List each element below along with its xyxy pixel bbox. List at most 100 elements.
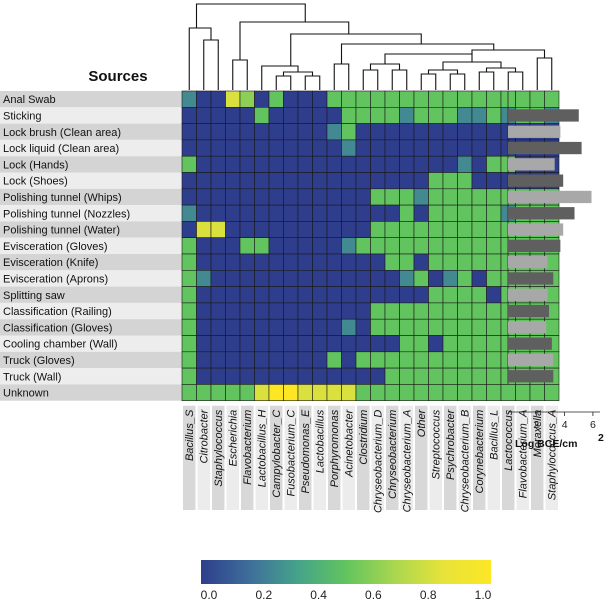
heatmap-cell bbox=[268, 221, 284, 238]
colorbar-tick-label: 0.0 bbox=[201, 588, 218, 600]
row-stripe bbox=[0, 107, 182, 124]
heatmap-cell bbox=[297, 318, 313, 336]
heatmap-cell bbox=[283, 302, 299, 320]
row-label: Lock brush (Clean area) bbox=[3, 127, 121, 139]
heatmap-cell bbox=[181, 384, 197, 401]
heatmap-cell bbox=[384, 172, 400, 190]
heatmap-cell bbox=[355, 269, 371, 287]
heatmap-cell bbox=[210, 172, 226, 190]
heatmap-cell bbox=[239, 90, 255, 108]
heatmap-cell bbox=[370, 286, 386, 304]
heatmap-cell bbox=[399, 351, 415, 369]
heatmap-cell bbox=[486, 139, 502, 157]
heatmap-cell bbox=[181, 286, 197, 304]
heatmap-cell bbox=[181, 221, 197, 238]
column-stripe bbox=[183, 405, 196, 510]
bar-x-tick-label: 6 bbox=[590, 419, 596, 431]
heatmap-cell bbox=[471, 384, 487, 401]
heatmap-cell bbox=[312, 302, 328, 320]
heatmap-cell bbox=[384, 237, 400, 255]
heatmap-cell bbox=[341, 155, 357, 173]
row-label: Polishing tunnel (Water) bbox=[3, 225, 120, 237]
heatmap-cell bbox=[239, 123, 255, 141]
column-label: Staphylococcus_A bbox=[547, 410, 559, 501]
heatmap-cell bbox=[225, 107, 241, 124]
heatmap-cell bbox=[355, 139, 371, 157]
heatmap-cell bbox=[326, 155, 342, 173]
heatmap-cell bbox=[413, 172, 429, 190]
heatmap-cell bbox=[442, 253, 458, 271]
dendrogram-branch bbox=[275, 75, 292, 90]
heatmap-cell bbox=[442, 221, 458, 238]
bar-x-axis-label-superscript: 2 bbox=[598, 432, 604, 444]
row-label: Unknown bbox=[3, 388, 49, 400]
bar bbox=[508, 174, 564, 187]
heatmap-cell bbox=[428, 302, 444, 320]
heatmap-cell bbox=[181, 155, 197, 173]
column-stripe bbox=[342, 405, 355, 510]
heatmap-cell bbox=[268, 269, 284, 287]
heatmap-cell bbox=[326, 107, 342, 124]
column-label: Chryseobacterium bbox=[387, 410, 399, 499]
heatmap-cell bbox=[428, 351, 444, 369]
heatmap-cell bbox=[413, 318, 429, 336]
heatmap-cell bbox=[428, 204, 444, 222]
heatmap-cell bbox=[442, 286, 458, 304]
heatmap-cell bbox=[225, 286, 241, 304]
heatmap-cell bbox=[254, 237, 270, 255]
heatmap-cell bbox=[326, 286, 342, 304]
heatmap-cell bbox=[341, 188, 357, 206]
bar bbox=[508, 223, 564, 236]
column-label: Bacillus_S bbox=[184, 409, 196, 461]
heatmap-cell bbox=[196, 155, 212, 173]
heatmap-cell bbox=[457, 155, 473, 173]
heatmap-cell bbox=[413, 123, 429, 141]
heatmap-cell bbox=[312, 253, 328, 271]
column-stripe bbox=[429, 405, 442, 510]
heatmap-cell bbox=[297, 302, 313, 320]
dendrogram-branch bbox=[485, 67, 517, 72]
heatmap-cell bbox=[312, 188, 328, 206]
heatmap-cell bbox=[239, 302, 255, 320]
heatmap-cell bbox=[471, 318, 487, 336]
heatmap-cell bbox=[297, 335, 313, 353]
heatmap-cell bbox=[210, 335, 226, 353]
heatmap-cell bbox=[457, 188, 473, 206]
heatmap-cell bbox=[181, 351, 197, 369]
heatmap-cell bbox=[442, 335, 458, 353]
heatmap-cell bbox=[384, 204, 400, 222]
heatmap-cell bbox=[283, 204, 299, 222]
row-label: Anal Swab bbox=[3, 94, 56, 106]
heatmap-cell bbox=[181, 335, 197, 353]
heatmap-cell bbox=[341, 253, 357, 271]
heatmap-cell bbox=[544, 384, 560, 401]
column-label: Staphylococcus bbox=[213, 409, 225, 487]
heatmap-cell bbox=[370, 367, 386, 385]
heatmap-cell bbox=[544, 90, 560, 108]
heatmap-cell bbox=[442, 155, 458, 173]
heatmap-cell bbox=[283, 188, 299, 206]
bar bbox=[508, 353, 554, 367]
heatmap-cell bbox=[457, 351, 473, 369]
heatmap-cell bbox=[254, 335, 270, 353]
heatmap-cell bbox=[196, 367, 212, 385]
heatmap-cell bbox=[486, 172, 502, 190]
row-label: Cooling chamber (Wall) bbox=[3, 339, 118, 351]
heatmap-cell bbox=[283, 107, 299, 124]
heatmap-cell bbox=[210, 351, 226, 369]
heatmap-cell bbox=[442, 204, 458, 222]
heatmap-cell bbox=[399, 253, 415, 271]
heatmap-cell bbox=[210, 318, 226, 336]
heatmap-cell bbox=[225, 302, 241, 320]
heatmap-cell bbox=[384, 107, 400, 124]
heatmap-cell bbox=[210, 123, 226, 141]
heatmap-cell bbox=[196, 237, 212, 255]
column-stripe bbox=[386, 405, 399, 510]
column-label: Other bbox=[416, 408, 428, 437]
heatmap-cell bbox=[457, 302, 473, 320]
row-label: Lock (Hands) bbox=[3, 159, 68, 171]
heatmap-cell bbox=[239, 318, 255, 336]
heatmap-cell bbox=[268, 302, 284, 320]
heatmap-cell bbox=[283, 335, 299, 353]
heatmap-cell bbox=[196, 204, 212, 222]
